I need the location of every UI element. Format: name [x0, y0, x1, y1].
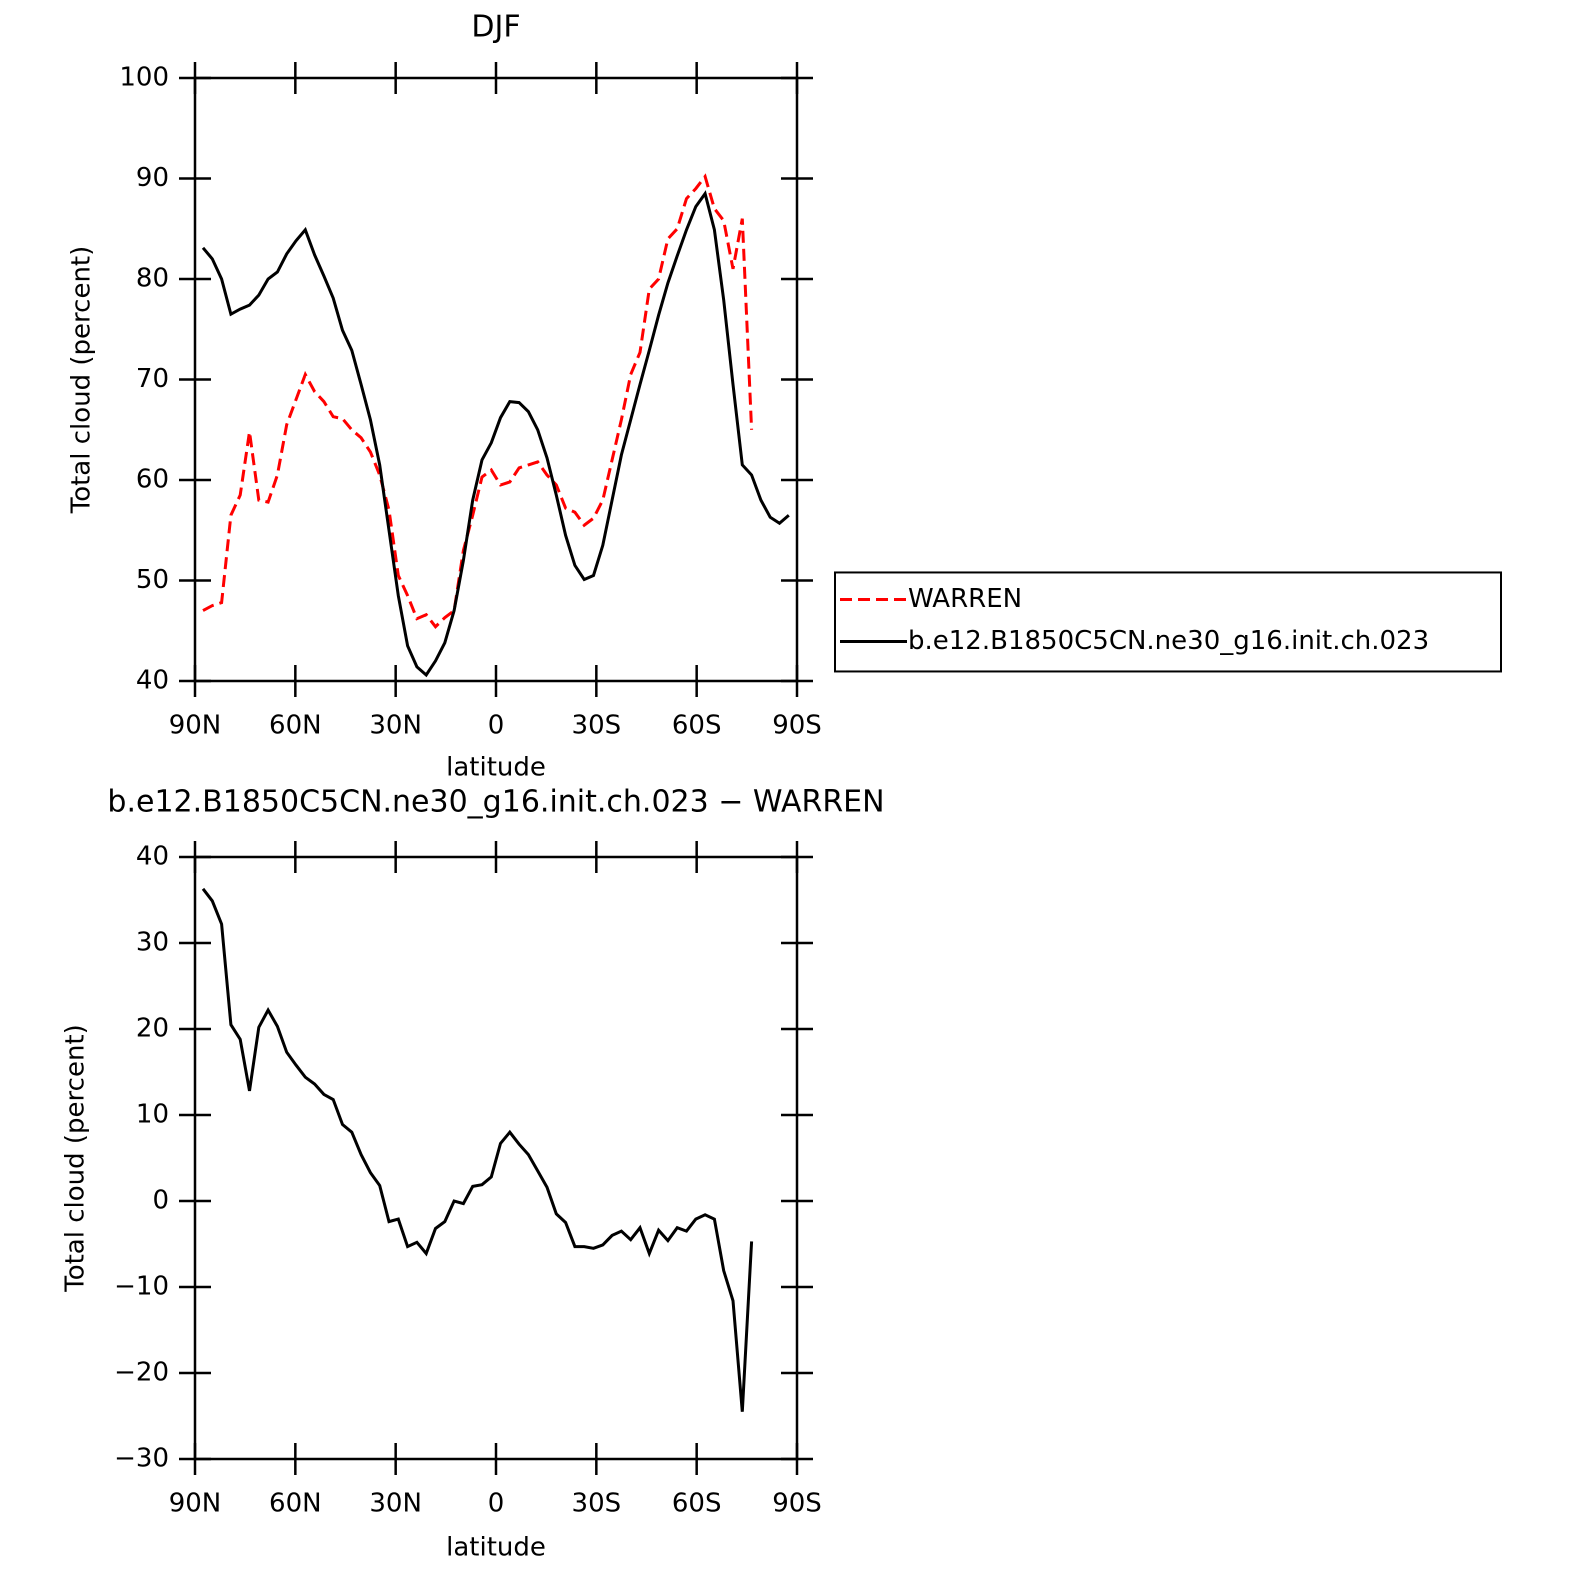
y-tick-label: 40: [136, 666, 169, 696]
y-tick-label: 90: [136, 163, 169, 193]
x-tick-label: 30S: [572, 711, 622, 741]
y-tick-label: −10: [114, 1272, 169, 1302]
x-tick-label: 0: [488, 1489, 505, 1519]
plot-frame: [193, 76, 799, 683]
data-line: [201, 887, 754, 1412]
x-tick-label: 90N: [169, 1489, 222, 1519]
x-tick-label: 60S: [672, 1489, 722, 1519]
x-tick-label: 60S: [672, 711, 722, 741]
y-tick-label: 100: [119, 63, 169, 93]
chart-title: b.e12.B1850C5CN.ne30_g16.init.ch.023 − W…: [107, 785, 884, 820]
y-tick-label: −30: [114, 1444, 169, 1474]
y-tick-label: 60: [136, 465, 169, 495]
y-tick-label: 80: [136, 264, 169, 294]
x-tick-label: 90S: [772, 711, 822, 741]
y-tick-label: 30: [136, 928, 169, 958]
x-tick-label: 0: [488, 711, 505, 741]
legend-label: b.e12.B1850C5CN.ne30_g16.init.ch.023: [908, 626, 1429, 656]
y-axis-label: Total cloud (percent): [67, 246, 97, 515]
y-axis-label: Total cloud (percent): [61, 1024, 91, 1293]
y-tick-label: −20: [114, 1358, 169, 1388]
data-line: [202, 173, 754, 629]
x-axis-label: latitude: [446, 1533, 546, 1563]
y-tick-label: 70: [136, 364, 169, 394]
y-tick-label: 10: [136, 1100, 169, 1130]
x-axis-label: latitude: [446, 753, 546, 783]
x-tick-label: 90S: [772, 1489, 822, 1519]
legend-label: WARREN: [908, 584, 1022, 614]
chart-title: DJF: [471, 10, 520, 45]
y-tick-label: 0: [152, 1186, 169, 1216]
x-tick-label: 30N: [369, 711, 422, 741]
x-tick-label: 90N: [169, 711, 222, 741]
legend-box: [834, 571, 1502, 673]
data-line: [201, 190, 790, 678]
y-tick-label: 50: [136, 565, 169, 595]
y-tick-label: 20: [136, 1014, 169, 1044]
x-tick-label: 60N: [269, 1489, 322, 1519]
x-tick-label: 30S: [572, 1489, 622, 1519]
x-tick-label: 30N: [369, 1489, 422, 1519]
x-tick-label: 60N: [269, 711, 322, 741]
y-tick-label: 40: [136, 842, 169, 872]
